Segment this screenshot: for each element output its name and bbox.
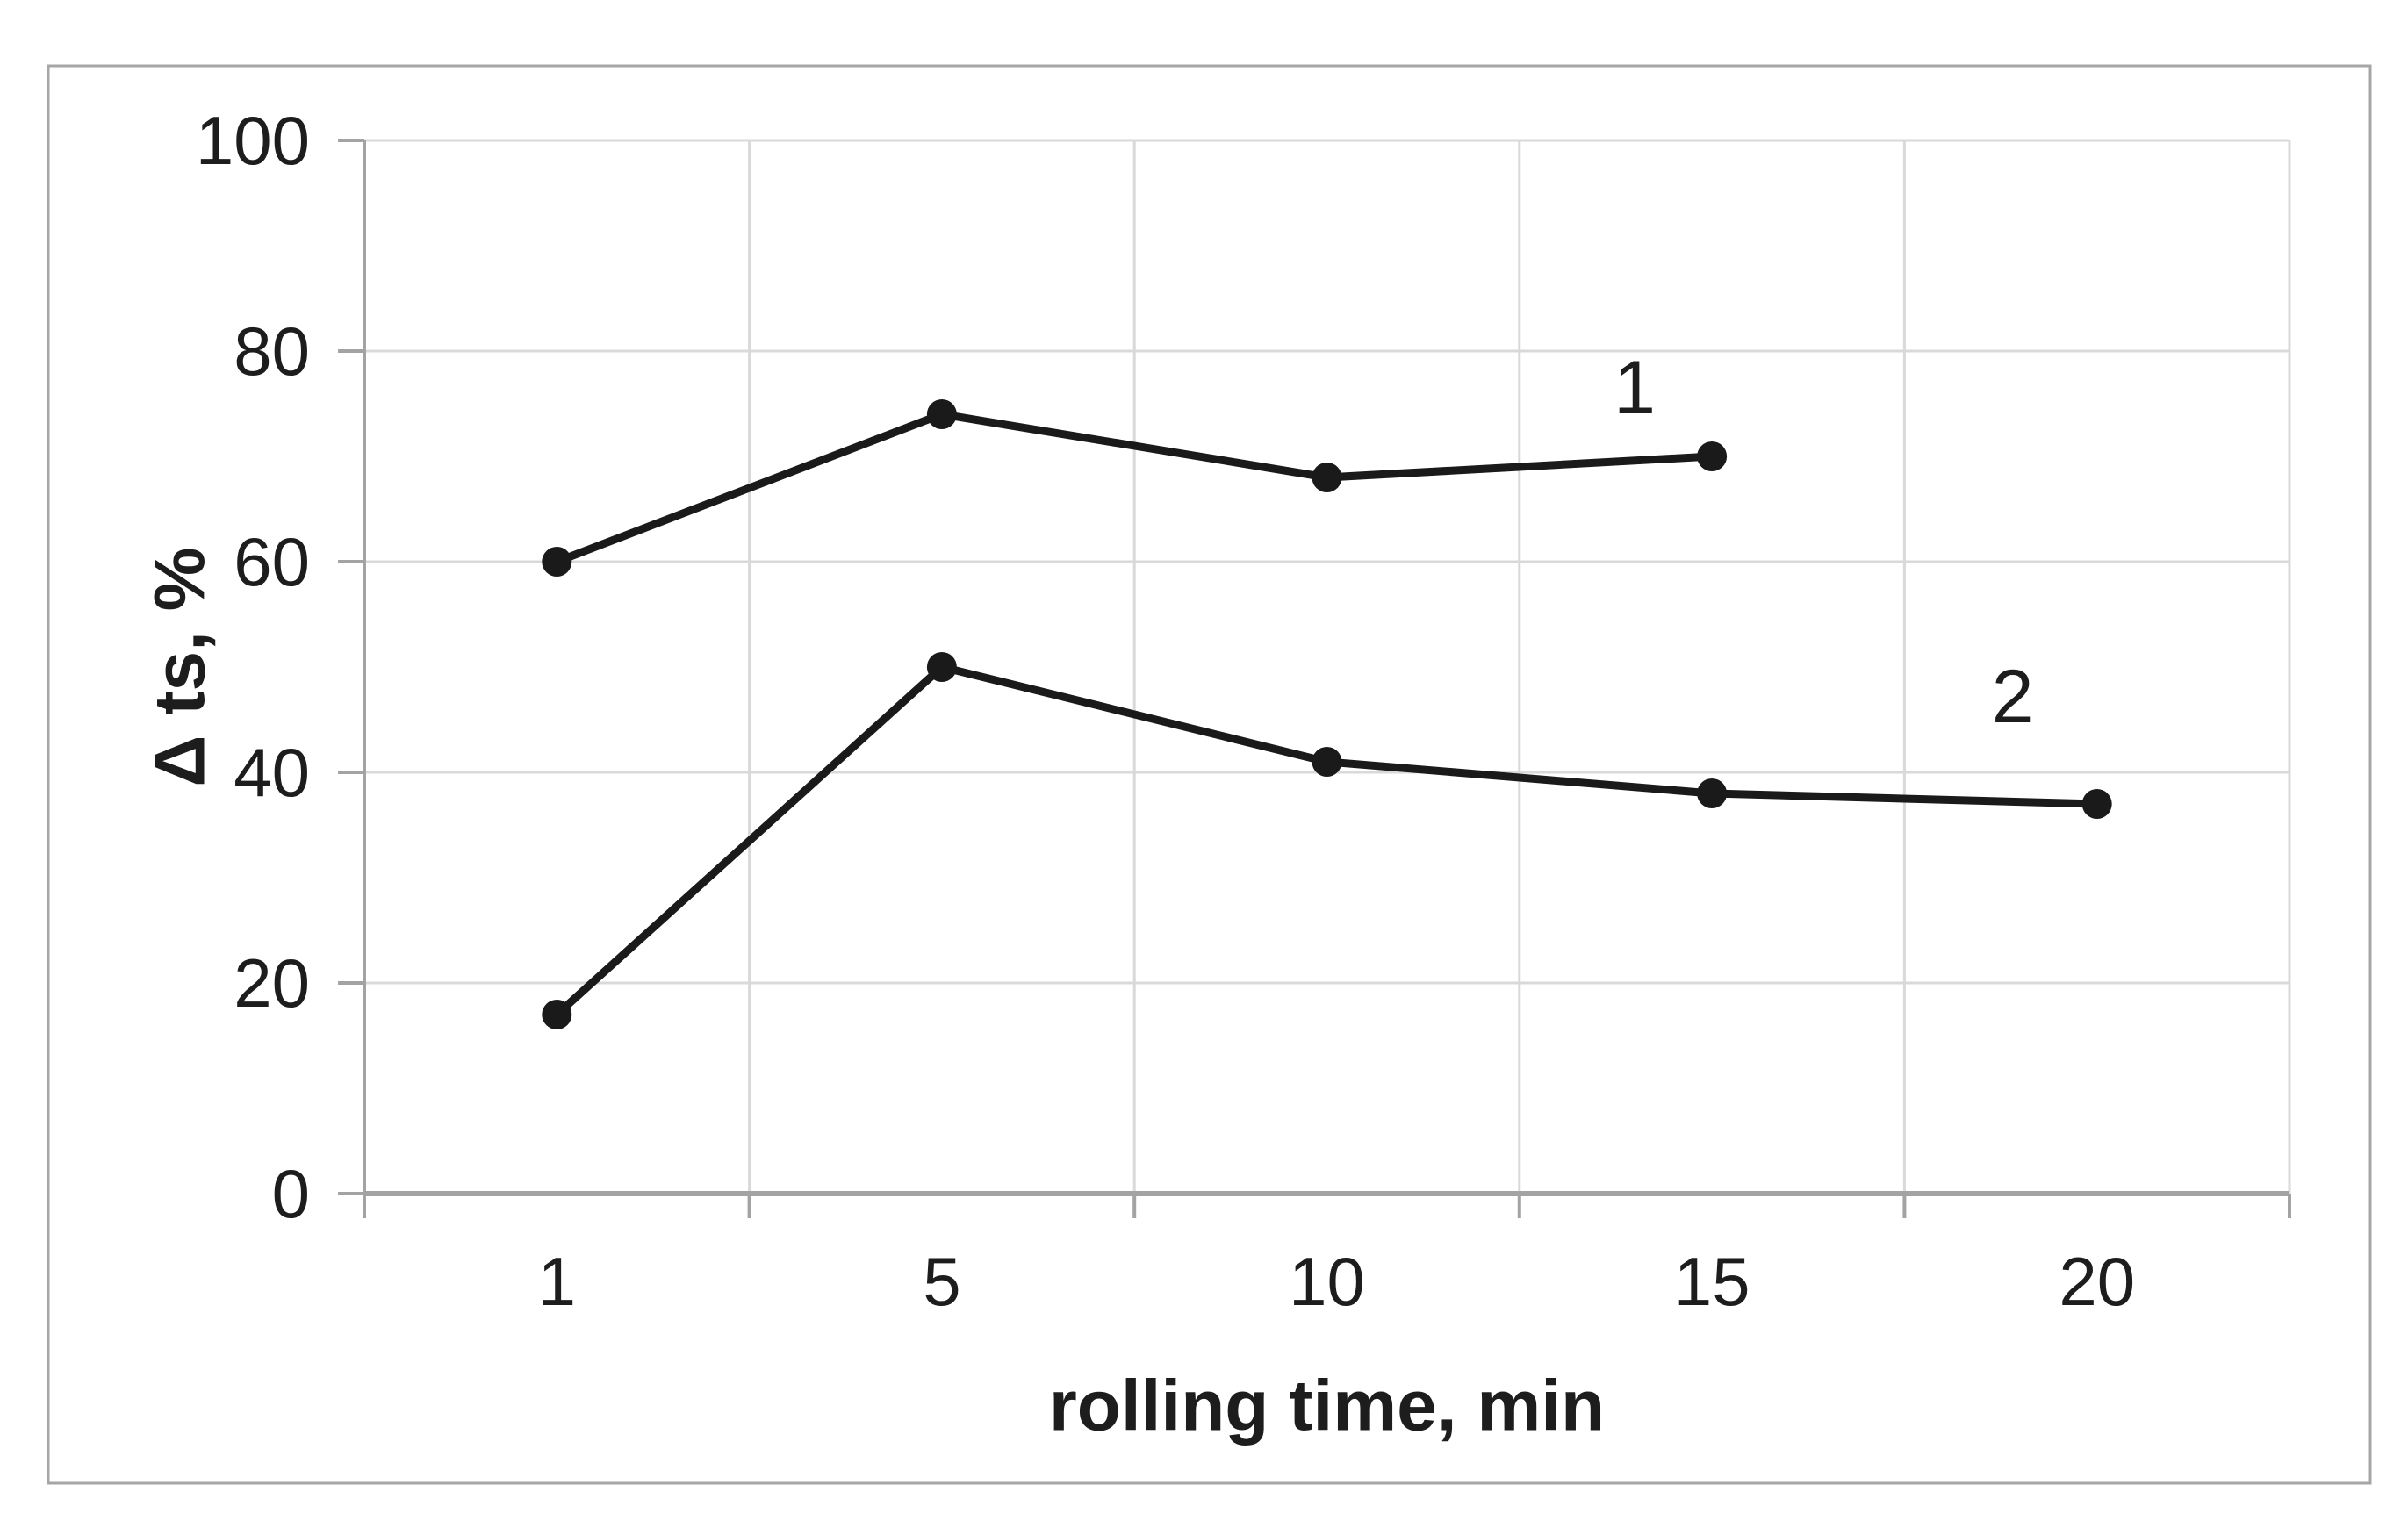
y-tick-label: 40 [234, 734, 310, 811]
y-tick-label: 80 [234, 312, 310, 390]
axes [363, 140, 2289, 1218]
series-2-marker [1312, 747, 1342, 777]
tick-marks [338, 139, 2291, 1218]
series-1-marker [1697, 441, 1728, 471]
x-tick-label: 10 [1289, 1243, 1365, 1320]
series-markers [542, 399, 2112, 1029]
figure-border [47, 64, 2372, 1485]
series-1-marker [926, 399, 957, 429]
x-tick-label: 15 [1674, 1243, 1750, 1320]
series-1-label: 1 [1614, 346, 1656, 430]
series-1-line [552, 410, 1716, 566]
axis-titles: rolling time, min Δ ts, % [140, 547, 1606, 1446]
series-2-marker [926, 652, 957, 682]
x-tick-label: 20 [2059, 1243, 2135, 1320]
series-2-label: 2 [1992, 655, 2034, 739]
series-1-marker [542, 547, 572, 577]
series-1-marker [1312, 463, 1342, 492]
series-2-marker [2081, 789, 2112, 819]
gridlines [364, 139, 2291, 1194]
x-tick-label: 1 [538, 1243, 576, 1320]
y-axis-tick-labels: 0 20 40 60 80 100 [196, 102, 310, 1232]
y-tick-label: 60 [234, 523, 310, 600]
y-tick-label: 0 [272, 1155, 310, 1232]
x-axis-tick-labels: 1 5 10 15 20 [538, 1243, 2135, 1320]
x-tick-label: 5 [923, 1243, 960, 1320]
y-tick-label: 20 [234, 944, 310, 1022]
series-2-marker [1697, 778, 1728, 808]
series-inline-labels: 12 [1614, 346, 2033, 739]
x-axis-title: rolling time, min [1049, 1367, 1605, 1446]
series-2-marker [542, 1000, 572, 1029]
y-axis-title: Δ ts, % [140, 547, 220, 786]
y-tick-label: 100 [196, 102, 310, 179]
